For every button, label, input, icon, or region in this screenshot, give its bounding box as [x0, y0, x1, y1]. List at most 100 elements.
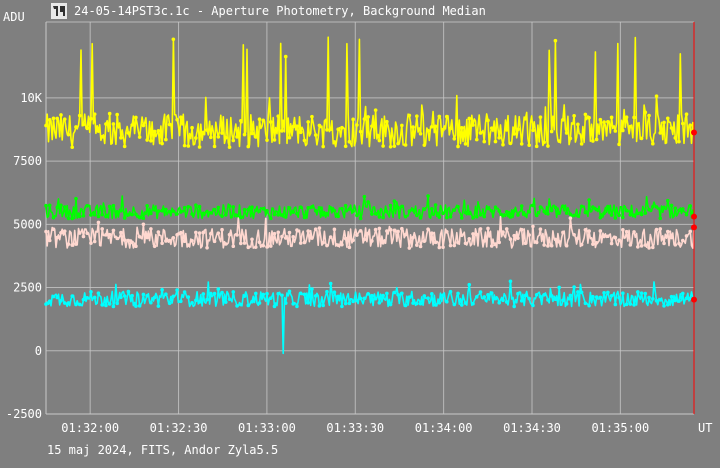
data-point	[59, 203, 63, 208]
data-point	[167, 301, 172, 306]
data-point	[89, 289, 93, 294]
data-point	[456, 204, 460, 209]
data-point	[523, 116, 528, 121]
data-point	[392, 144, 397, 148]
y-tick-label: -2500	[6, 407, 42, 421]
data-point	[272, 231, 277, 236]
data-point	[441, 293, 445, 297]
data-point	[392, 228, 397, 233]
data-point	[549, 129, 554, 134]
data-point	[606, 290, 610, 295]
data-point	[257, 240, 262, 245]
data-point	[467, 116, 472, 121]
data-point	[242, 294, 247, 298]
data-point	[527, 210, 531, 214]
data-point	[212, 239, 217, 244]
data-point	[209, 291, 213, 296]
data-point	[572, 232, 576, 237]
data-point	[433, 303, 438, 307]
data-point	[253, 291, 258, 296]
data-point	[474, 295, 479, 299]
data-point	[583, 112, 588, 117]
data-point	[433, 203, 438, 207]
data-point	[358, 216, 363, 221]
data-point	[576, 122, 580, 127]
data-point	[280, 213, 284, 217]
data-point	[44, 123, 48, 128]
data-point	[583, 227, 588, 232]
data-point	[377, 301, 382, 305]
data-point	[104, 122, 108, 126]
data-point	[328, 235, 333, 239]
data-point	[377, 138, 382, 143]
data-point	[680, 207, 685, 211]
data-point	[115, 236, 119, 241]
data-point	[617, 295, 621, 300]
data-point	[171, 37, 176, 42]
data-point	[175, 212, 179, 216]
data-point	[373, 108, 378, 112]
data-point	[70, 243, 75, 247]
data-point	[430, 292, 434, 296]
data-point	[92, 239, 97, 244]
data-point	[430, 231, 434, 236]
data-point	[594, 240, 599, 245]
data-point	[415, 213, 419, 218]
data-point	[422, 207, 427, 212]
x-tick-label: 01:32:00	[61, 421, 119, 435]
data-point	[647, 295, 651, 300]
data-point	[149, 211, 153, 216]
series-4	[44, 279, 697, 355]
data-point	[119, 208, 123, 213]
data-point	[621, 227, 625, 232]
data-point	[340, 304, 344, 309]
data-point	[111, 228, 116, 233]
data-point	[598, 229, 603, 233]
data-point	[298, 205, 303, 210]
data-point	[175, 232, 179, 237]
data-point	[433, 240, 438, 245]
data-point	[332, 208, 337, 213]
data-point	[617, 238, 621, 242]
data-point	[134, 244, 138, 248]
data-point	[92, 212, 97, 217]
data-point	[471, 301, 475, 306]
data-point	[223, 242, 228, 246]
data-point	[194, 203, 198, 208]
data-point	[216, 135, 221, 139]
data-point	[441, 245, 445, 250]
app-logo-icon[interactable]	[51, 3, 67, 19]
data-point	[340, 242, 344, 247]
data-point	[377, 226, 382, 231]
data-point	[639, 291, 644, 295]
data-point	[448, 289, 453, 294]
data-point	[280, 234, 284, 239]
data-point	[388, 227, 393, 232]
data-point	[426, 194, 430, 198]
data-point	[411, 208, 415, 212]
data-point	[362, 194, 367, 199]
data-point	[370, 293, 374, 298]
data-point	[223, 213, 228, 217]
y-tick-label: 0	[35, 344, 42, 358]
data-point	[62, 229, 67, 233]
data-point	[152, 129, 157, 134]
data-point	[235, 233, 239, 237]
data-point	[400, 204, 404, 209]
data-point	[126, 238, 131, 243]
data-point	[628, 243, 633, 247]
data-point	[227, 232, 232, 237]
data-point	[636, 211, 640, 216]
data-point	[643, 211, 648, 215]
data-point	[587, 229, 591, 233]
data-point	[673, 136, 678, 140]
data-point	[122, 238, 127, 242]
data-point	[194, 298, 198, 303]
data-point	[527, 143, 531, 148]
data-point	[407, 113, 412, 118]
data-point	[422, 294, 427, 298]
data-point	[677, 241, 681, 246]
data-point	[328, 127, 333, 132]
data-point	[665, 198, 670, 203]
